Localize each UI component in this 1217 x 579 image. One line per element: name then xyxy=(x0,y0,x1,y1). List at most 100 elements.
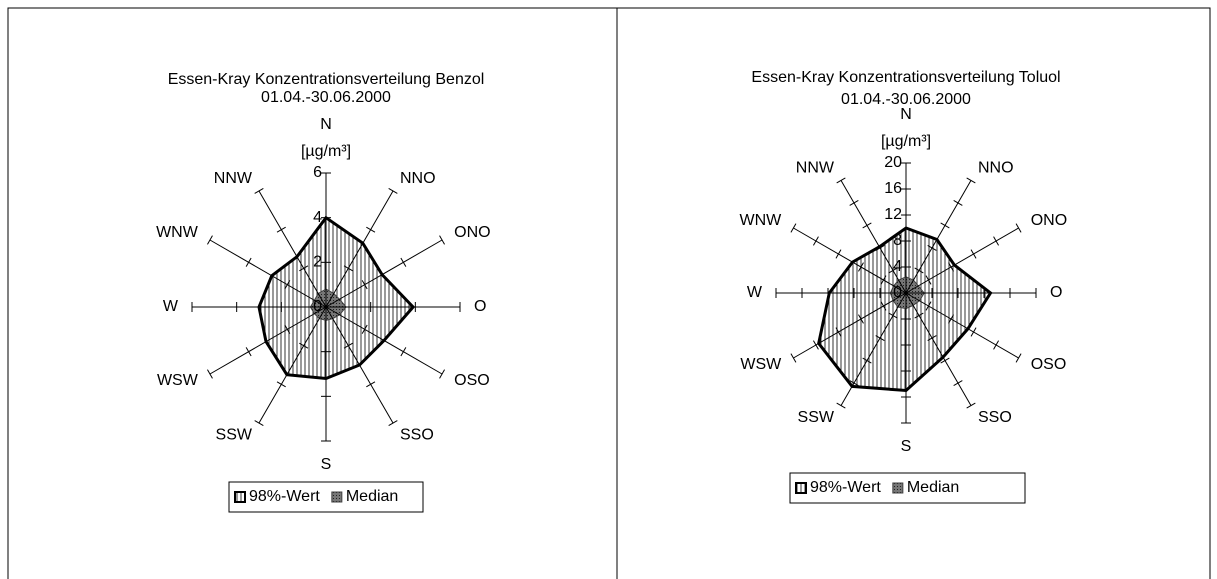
y-tick-label: 6 xyxy=(313,164,322,181)
axis-line xyxy=(325,306,443,375)
tick-mark xyxy=(914,312,924,319)
category-label: N xyxy=(320,116,332,133)
legend-label: 98%-Wert xyxy=(249,488,320,505)
tick-mark xyxy=(849,200,859,206)
legend-label: Median xyxy=(346,488,398,505)
tick-mark xyxy=(875,335,885,341)
tick-mark xyxy=(953,380,963,386)
panel-border xyxy=(616,7,1211,579)
tick-mark xyxy=(276,226,286,233)
tick-mark xyxy=(299,342,309,349)
category-label: WNW xyxy=(740,212,783,229)
tick-mark xyxy=(366,381,376,388)
tick-mark xyxy=(914,267,924,274)
tick-mark xyxy=(993,340,999,350)
tick-mark xyxy=(966,402,976,409)
tick-mark xyxy=(862,222,872,229)
tick-mark xyxy=(948,262,954,272)
category-label: N xyxy=(900,106,912,123)
unit-label: [µg/m³] xyxy=(301,143,351,160)
axis-line xyxy=(905,180,972,294)
tick-mark xyxy=(207,235,213,245)
chart-title: Essen-Kray Konzentrationsverteilung Tolu… xyxy=(751,69,1060,86)
axis-line xyxy=(793,227,907,294)
tick-mark xyxy=(361,280,368,290)
tick-mark xyxy=(925,301,932,311)
category-label: W xyxy=(747,284,763,301)
tick-mark xyxy=(299,265,309,272)
tick-mark xyxy=(858,262,864,272)
axis-line xyxy=(793,292,907,359)
tick-mark xyxy=(254,188,264,194)
category-label: S xyxy=(901,438,912,455)
legend-label: Median xyxy=(907,479,959,496)
tick-mark xyxy=(927,245,937,251)
tick-mark xyxy=(835,327,842,337)
tick-mark xyxy=(343,342,353,349)
category-label: WNW xyxy=(156,224,199,241)
tick-mark xyxy=(245,347,252,357)
tick-mark xyxy=(862,357,872,364)
category-label: ONO xyxy=(454,224,490,241)
tick-mark xyxy=(343,265,353,272)
category-label: NNW xyxy=(214,170,253,187)
tick-mark xyxy=(948,314,954,324)
tick-mark xyxy=(888,312,898,319)
y-tick-label: 8 xyxy=(893,232,902,249)
category-label: NNO xyxy=(400,170,436,187)
tick-mark xyxy=(925,275,932,285)
tick-mark xyxy=(858,314,864,324)
legend-swatch xyxy=(331,491,343,503)
tick-mark xyxy=(953,200,963,206)
y-tick-label: 4 xyxy=(893,258,902,275)
y-tick-label: 2 xyxy=(313,254,322,271)
tick-mark xyxy=(1015,223,1022,233)
tick-mark xyxy=(245,257,252,267)
category-label: SSW xyxy=(798,409,835,426)
legend-swatch xyxy=(892,482,904,494)
tick-mark xyxy=(880,275,887,285)
tick-mark xyxy=(790,223,797,233)
unit-label: [µg/m³] xyxy=(881,133,931,150)
category-label: S xyxy=(321,456,332,473)
tick-mark xyxy=(388,420,398,426)
category-label: OSO xyxy=(454,372,490,389)
y-tick-label: 4 xyxy=(313,209,322,226)
tick-mark xyxy=(888,267,898,274)
tick-mark xyxy=(966,177,976,184)
y-tick-label: 16 xyxy=(884,180,902,197)
y-tick-label: 0 xyxy=(893,284,902,301)
category-label: OSO xyxy=(1031,356,1067,373)
tick-mark xyxy=(927,335,937,341)
tick-mark xyxy=(880,301,887,311)
tick-mark xyxy=(1015,353,1022,363)
tick-mark xyxy=(284,280,291,290)
tick-mark xyxy=(439,235,445,245)
axis-line xyxy=(905,292,972,406)
tick-mark xyxy=(284,324,291,334)
legend-swatch xyxy=(234,491,246,503)
category-label: WSW xyxy=(740,356,782,373)
chart-subtitle: 01.04.-30.06.2000 xyxy=(841,91,971,108)
tick-mark xyxy=(875,245,885,251)
category-label: O xyxy=(474,298,486,315)
axis-line xyxy=(325,239,443,308)
tick-mark xyxy=(940,222,950,229)
category-label: W xyxy=(163,298,179,315)
tick-mark xyxy=(836,177,846,184)
category-label: NNO xyxy=(978,160,1014,177)
tick-mark xyxy=(400,257,407,267)
axis-line xyxy=(209,239,327,308)
tick-mark xyxy=(790,353,797,363)
tick-mark xyxy=(254,420,264,426)
tick-mark xyxy=(388,188,398,194)
legend-swatch xyxy=(795,482,807,494)
radar-area xyxy=(817,226,993,393)
y-tick-label: 20 xyxy=(884,154,902,171)
tick-mark xyxy=(361,324,368,334)
category-label: WSW xyxy=(157,372,199,389)
axis-line xyxy=(840,180,907,294)
chart-subtitle: 01.04.-30.06.2000 xyxy=(261,89,391,106)
category-label: SSO xyxy=(400,426,434,443)
tick-mark xyxy=(970,327,977,337)
